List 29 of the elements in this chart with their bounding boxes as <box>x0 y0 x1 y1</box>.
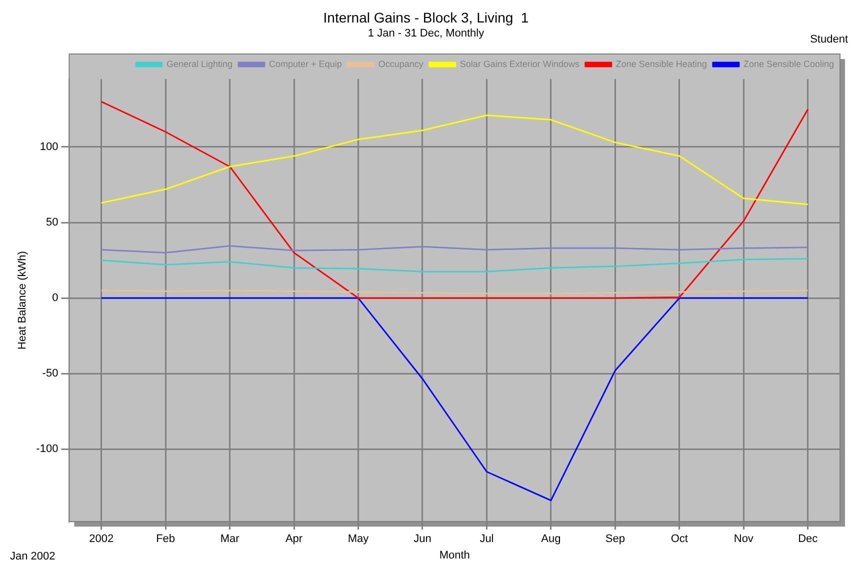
x-tick-label: May <box>348 533 370 546</box>
y-tick-label: -100 <box>36 443 58 456</box>
y-tick-label: 100 <box>40 141 58 154</box>
text: Student <box>810 34 848 46</box>
x-tick-label: Oct <box>670 533 688 546</box>
x-tick-label: Aug <box>541 533 561 546</box>
x-axis-title: Month <box>439 549 470 562</box>
y-tick-label: 0 <box>52 292 58 304</box>
y-tick-label: -50 <box>42 368 58 380</box>
text: Jan 2002 <box>10 550 56 563</box>
x-tick-label: Apr <box>285 533 303 546</box>
x-tick-label: Feb <box>156 533 176 546</box>
legend-label: Zone Sensible Cooling <box>743 58 834 69</box>
legend-label: Occupancy <box>378 58 424 69</box>
legend-label: Solar Gains Exterior Windows <box>460 58 580 69</box>
x-tick-label: Jun <box>414 533 432 546</box>
legend-label: Zone Sensible Heating <box>616 58 707 69</box>
x-tick-label: Dec <box>798 533 818 546</box>
chart-subtitle: 1 Jan - 31 Dec, Monthly <box>368 27 485 40</box>
x-tick-label: Nov <box>734 533 754 546</box>
y-tick-label: 50 <box>46 216 58 229</box>
y-axis-title: Heat Balance (kWh) <box>16 251 29 350</box>
legend-label: General Lighting <box>166 58 233 69</box>
legend-label: Computer + Equip <box>269 58 342 69</box>
chart-title: Internal Gains - Block 3, Living 1 <box>323 9 529 26</box>
x-tick-label: Jul <box>480 533 494 546</box>
x-tick-label: 2002 <box>89 533 114 546</box>
x-tick-label: Mar <box>220 533 240 546</box>
x-tick-label: Sep <box>605 533 625 546</box>
